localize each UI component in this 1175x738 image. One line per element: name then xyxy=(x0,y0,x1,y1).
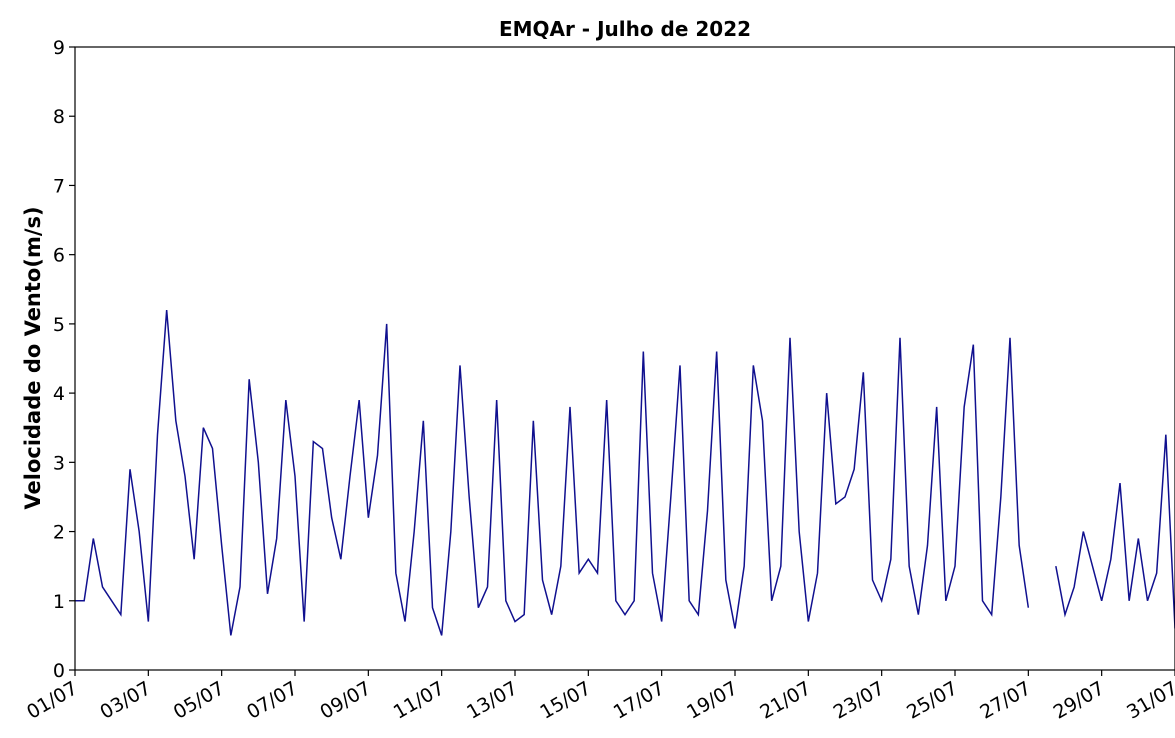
y-tick-label: 1 xyxy=(53,591,65,613)
plot-frame xyxy=(74,46,1175,671)
chart-title: EMQAr - Julho de 2022 xyxy=(499,17,751,41)
x-tick-label: 15/07 xyxy=(536,677,594,723)
y-axis-label: Velocidade do Vento(m/s) xyxy=(21,206,45,509)
y-tick-label: 6 xyxy=(53,245,65,267)
x-tick-label: 27/07 xyxy=(976,677,1034,723)
x-tick-label: 21/07 xyxy=(756,677,814,723)
data-line xyxy=(75,309,1030,636)
y-tick-label: 2 xyxy=(53,522,65,544)
y-tick-label: 8 xyxy=(53,106,65,128)
x-tick-label: 07/07 xyxy=(243,677,301,723)
x-tick-label: 17/07 xyxy=(610,677,668,723)
x-tick-label: 01/07 xyxy=(23,677,81,723)
x-tick-label: 13/07 xyxy=(463,677,521,723)
x-tick-label: 05/07 xyxy=(170,677,228,723)
x-tick-label: 25/07 xyxy=(903,677,961,723)
y-tick-label: 0 xyxy=(53,660,65,682)
x-tick-label: 09/07 xyxy=(316,677,374,723)
x-tick-label: 23/07 xyxy=(830,677,888,723)
x-tick-label: 29/07 xyxy=(1050,677,1108,723)
x-tick-label: 19/07 xyxy=(683,677,741,723)
x-tick-label: 03/07 xyxy=(96,677,154,723)
data-line xyxy=(1055,434,1175,629)
y-tick-label: 4 xyxy=(53,383,65,405)
x-tick-label: 11/07 xyxy=(390,677,448,723)
y-tick-label: 9 xyxy=(53,37,65,59)
y-tick-label: 3 xyxy=(53,452,65,474)
y-tick-label: 5 xyxy=(53,314,65,336)
y-tick-label: 7 xyxy=(53,175,65,197)
x-tick-label: 31/07 xyxy=(1123,677,1175,723)
